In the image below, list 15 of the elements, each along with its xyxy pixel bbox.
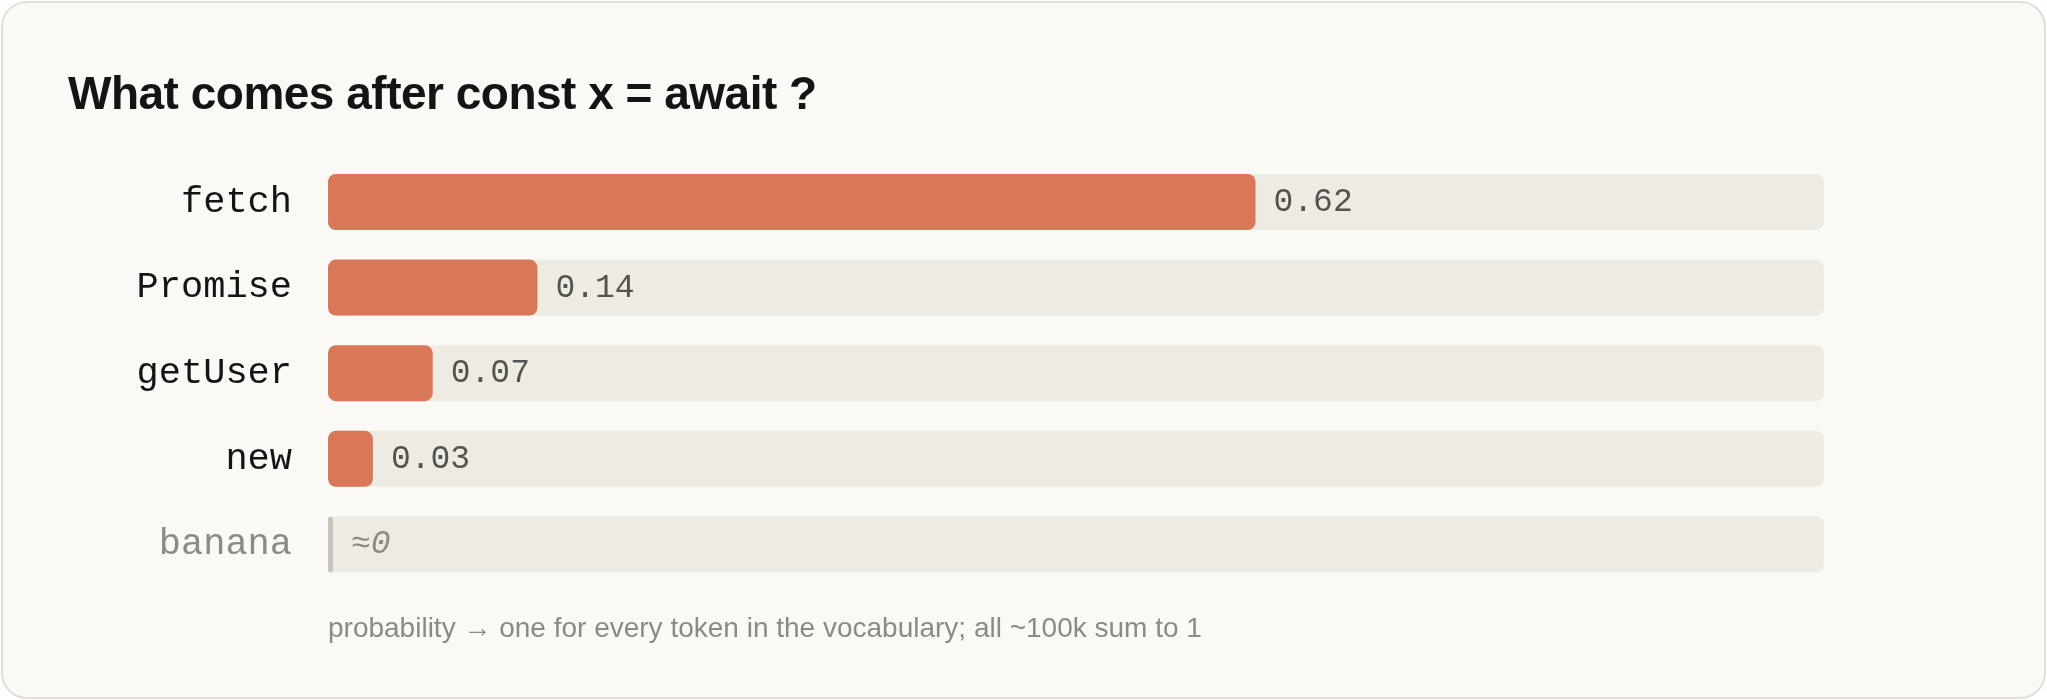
data-label: 0.07 [450,354,530,392]
bar [328,259,538,316]
data-label: 0.03 [390,440,471,478]
y-tick-label: fetch [180,180,292,223]
y-tick-label: Promise [136,266,292,309]
bar [328,345,433,402]
x-axis-title: probability → one for every token in the vocabulary; all ~100k sum to 1 [328,612,1202,643]
bar [328,430,373,487]
data-label: ≈0 [351,525,391,563]
y-tick-label: new [225,437,292,480]
y-tick-label: banana [158,523,292,566]
data-label: 0.62 [1273,183,1353,221]
y-tick-label: getUser [136,352,292,394]
chart-title: What comes after const x = await ? [68,67,817,119]
data-label: 0.14 [555,269,635,307]
